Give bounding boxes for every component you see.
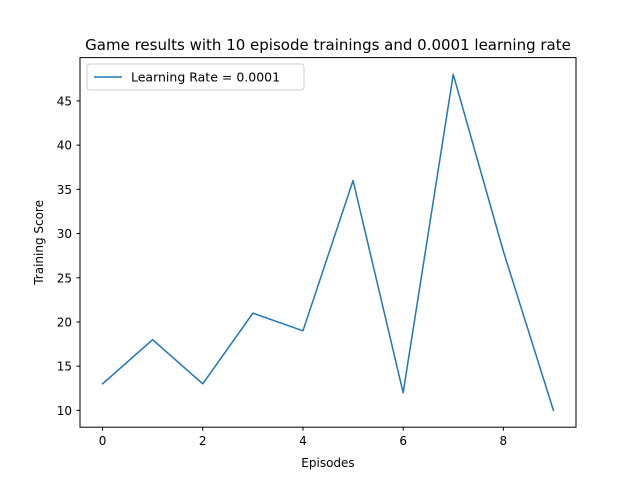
- y-tick-label: 45: [57, 94, 72, 108]
- x-tick-label: 0: [99, 434, 107, 448]
- x-tick-label: 4: [299, 434, 307, 448]
- axes-frame: [79, 57, 577, 428]
- axis-ticks: 0 2 4 6 8 10 15 20 25 30 35 40 45: [57, 94, 507, 448]
- y-tick-label: 30: [57, 227, 72, 241]
- x-tick-label: 6: [399, 434, 407, 448]
- y-tick-label: 10: [57, 404, 72, 418]
- series-layer: [101, 73, 555, 412]
- x-tick-label: 2: [199, 434, 207, 448]
- y-axis-label: Training Score: [32, 200, 46, 286]
- legend: Learning Rate = 0.0001: [86, 63, 305, 91]
- y-tick-label: 15: [57, 360, 72, 374]
- series-line: [101, 73, 555, 412]
- legend-label: Learning Rate = 0.0001: [131, 70, 280, 85]
- x-axis-label: Episodes: [301, 456, 354, 470]
- y-tick-label: 40: [57, 139, 72, 153]
- x-tick-label: 8: [500, 434, 508, 448]
- legend-box: [86, 63, 305, 91]
- chart-title: Game results with 10 episode trainings a…: [85, 36, 571, 54]
- y-tick-label: 20: [57, 315, 72, 329]
- y-tick-label: 25: [57, 271, 72, 285]
- y-tick-label: 35: [57, 183, 72, 197]
